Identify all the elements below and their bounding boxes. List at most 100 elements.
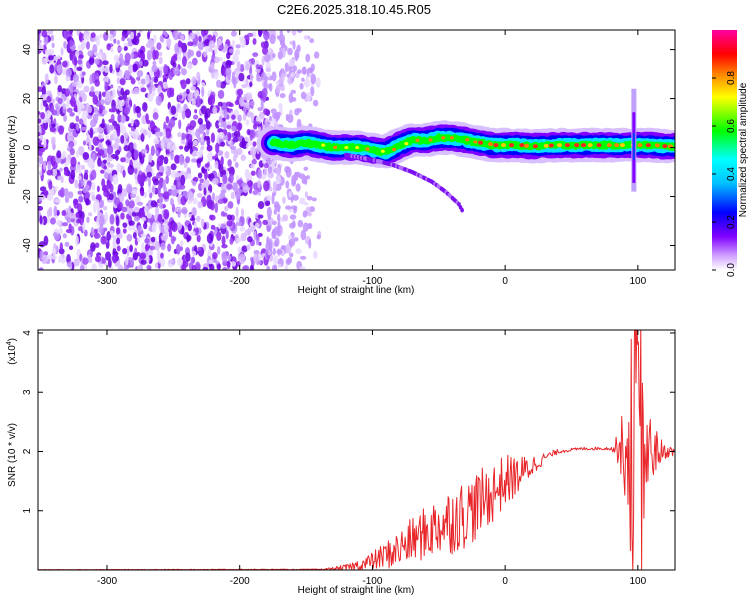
heatmap-noise-cell	[145, 43, 151, 48]
heatmap-noise-cell	[90, 169, 97, 180]
heatmap-noise-cell	[59, 227, 63, 235]
heatmap-noise-cell	[285, 166, 292, 178]
heatmap-noise-cell	[110, 84, 114, 89]
heatmap-noise-cell	[231, 30, 237, 37]
heatmap-noise-cell	[106, 231, 112, 242]
heatmap-x-tick-label: 100	[629, 276, 646, 287]
heatmap-noise-cell	[266, 194, 272, 201]
heatmap-noise-cell	[157, 213, 163, 223]
heatmap-noise-cell	[210, 61, 215, 70]
heatmap-noise-cell	[292, 40, 296, 50]
heatmap-trace-hotspot	[574, 143, 580, 148]
heatmap-noise-cell	[184, 111, 190, 116]
heatmap-noise-cell	[113, 197, 121, 206]
heatmap-noise-cell	[305, 53, 311, 63]
heatmap-noise-cell	[273, 264, 278, 270]
heatmap-noise-cell	[250, 163, 255, 169]
heatmap-noise-cell	[38, 205, 44, 211]
heatmap-noise-cell	[186, 234, 192, 242]
heatmap-trace-hotspot	[404, 142, 409, 146]
heatmap-noise-cell	[271, 228, 276, 239]
heatmap-noise-cell	[67, 191, 74, 199]
heatmap-noise-cell	[268, 47, 272, 53]
heatmap-noise-cell	[109, 214, 115, 225]
heatmap-noise-cell	[41, 30, 48, 38]
heatmap-noise-cell	[46, 96, 52, 103]
heatmap-noise-cell	[168, 71, 174, 81]
heatmap-noise-cell	[218, 163, 224, 174]
heatmap-noise-cell	[140, 233, 147, 238]
heatmap-noise-cell	[238, 122, 243, 131]
heatmap-noise-cell	[189, 146, 193, 155]
heatmap-trace-hotspot	[662, 144, 668, 149]
heatmap-noise-cell	[78, 164, 82, 175]
heatmap-noise-cell	[239, 225, 245, 232]
heatmap-noise-cell	[101, 178, 106, 188]
heatmap-noise-cell	[297, 219, 304, 228]
heatmap-noise-cell	[256, 72, 260, 81]
heatmap-noise-cell	[90, 32, 96, 39]
heatmap-noise-cell	[310, 63, 315, 72]
heatmap-noise-cell	[196, 50, 202, 58]
heatmap-noise-cell	[170, 235, 175, 245]
heatmap-noise-cell	[140, 172, 146, 183]
heatmap-noise-cell	[98, 202, 104, 209]
heatmap-noise-cell	[181, 206, 188, 215]
heatmap-noise-cell	[84, 192, 91, 199]
heatmap-noise-cell	[56, 150, 62, 159]
heatmap-noise-cell	[263, 168, 268, 176]
heatmap-trace-hotspot	[493, 143, 499, 148]
heatmap-noise-cell	[272, 53, 276, 59]
heatmap-noise-cell	[132, 159, 139, 169]
heatmap-noise-cell	[184, 145, 190, 152]
heatmap-noise-cell	[78, 182, 82, 190]
heatmap-noise-cell	[255, 222, 260, 229]
heatmap-noise-cell	[208, 94, 216, 106]
heatmap-noise-cell	[151, 64, 158, 73]
heatmap-noise-cell	[128, 220, 135, 226]
heatmap-noise-cell	[105, 91, 112, 103]
heatmap-noise-cell	[157, 84, 162, 95]
heatmap-noise-cell	[82, 151, 90, 160]
heatmap-noise-cell	[87, 158, 94, 169]
colorbar: 0.0 0.2 0.4 0.6 0.8 Normalized spectral ampl…	[712, 30, 749, 277]
snr-scale-label: (x104)	[6, 338, 18, 365]
heatmap-noise-cell	[164, 33, 168, 38]
heatmap-noise-cell	[246, 244, 251, 251]
heatmap-trace-hotspot	[523, 143, 529, 148]
heatmap-noise-cell	[196, 95, 201, 107]
heatmap-noise-cell	[268, 239, 273, 250]
snr-plot-area	[38, 330, 675, 570]
snr-x-axis: -300 -200 -100 0 100	[97, 330, 647, 587]
heatmap-noise-cell	[191, 57, 198, 66]
heatmap-noise-cell	[115, 62, 119, 69]
heatmap-noise-cell	[181, 56, 187, 67]
heatmap-noise-cell	[164, 165, 168, 173]
heatmap-noise-cell	[130, 78, 136, 85]
heatmap-noise-cell	[136, 201, 144, 206]
heatmap-noise-cell	[123, 140, 129, 147]
heatmap-x-tick-label: -200	[230, 276, 250, 287]
heatmap-noise-cell	[142, 102, 148, 112]
heatmap-noise-cell	[288, 191, 293, 198]
heatmap-noise-cell	[97, 134, 102, 140]
heatmap-noise-cell	[109, 124, 114, 131]
heatmap-noise-cell	[275, 166, 281, 176]
heatmap-noise-cell	[131, 211, 136, 217]
heatmap-noise-cell	[216, 135, 220, 145]
heatmap-noise-cell	[122, 247, 128, 255]
heatmap-noise-cell	[133, 206, 140, 213]
heatmap-noise-cell	[140, 78, 146, 85]
heatmap-noise-cell	[110, 48, 114, 53]
heatmap-noise-cell	[48, 187, 54, 196]
svg-text:(x104): (x104)	[6, 338, 18, 365]
heatmap-noise-cell	[239, 36, 245, 42]
heatmap-noise-cell	[150, 40, 155, 48]
heatmap-noise-cell	[92, 44, 98, 55]
heatmap-noise-cell	[38, 43, 44, 51]
heatmap-noise-cell	[240, 208, 245, 218]
heatmap-noise-cell	[234, 100, 240, 106]
heatmap-noise-cell	[105, 251, 112, 261]
heatmap-noise-cell	[83, 172, 89, 182]
heatmap-noise-cell	[237, 114, 242, 122]
